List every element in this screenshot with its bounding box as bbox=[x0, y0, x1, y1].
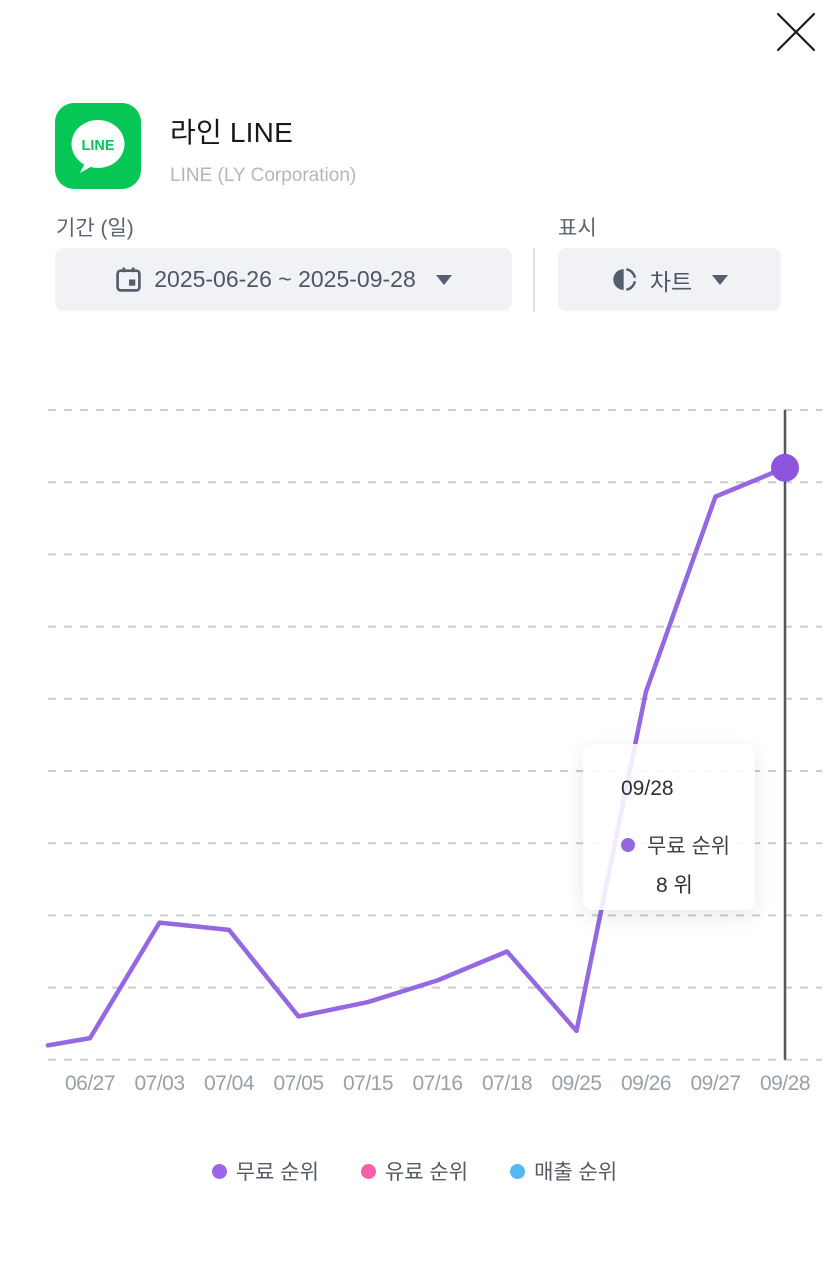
date-range-value: 2025-06-26 ~ 2025-09-28 bbox=[154, 266, 416, 292]
app-title: 라인 LINE bbox=[170, 117, 293, 148]
active-point[interactable] bbox=[771, 453, 799, 482]
x-axis-label: 09/27 bbox=[690, 1072, 741, 1095]
app-publisher: LINE (LY Corporation) bbox=[170, 165, 357, 186]
x-axis-label: 07/03 bbox=[134, 1072, 185, 1095]
legend-item-free-rank[interactable]: 무료 순위 bbox=[211, 1156, 319, 1186]
tooltip-value: 8 위 bbox=[656, 874, 693, 897]
legend-label: 유료 순위 bbox=[384, 1161, 469, 1184]
close-button[interactable] bbox=[768, 4, 824, 60]
display-mode-value: 차트 bbox=[649, 268, 693, 295]
tooltip-date: 09/28 bbox=[621, 777, 674, 800]
x-axis-label: 07/04 bbox=[203, 1072, 255, 1095]
display-mode-selector[interactable]: 차트 bbox=[558, 248, 781, 311]
period-label: 기간 (일) bbox=[56, 217, 134, 240]
x-axis-label: 07/18 bbox=[481, 1072, 533, 1095]
x-axis-label: 06/27 bbox=[64, 1072, 116, 1095]
filter-divider bbox=[533, 248, 535, 312]
x-axis-label: 09/28 bbox=[759, 1072, 811, 1095]
chevron-down-icon bbox=[712, 274, 729, 285]
x-axis-label: 07/05 bbox=[273, 1072, 324, 1095]
legend-label: 매출 순위 bbox=[534, 1161, 618, 1184]
x-axis-label: 07/15 bbox=[342, 1072, 394, 1095]
line-icon-text: LINE bbox=[81, 138, 114, 154]
rank-line-free bbox=[45, 465, 788, 1048]
pie-chart-icon bbox=[613, 268, 636, 291]
chart-legend: 무료 순위 유료 순위 매출 순위 bbox=[0, 1156, 829, 1186]
chevron-down-icon bbox=[435, 274, 452, 285]
date-range-selector[interactable]: 2025-06-26 ~ 2025-09-28 bbox=[55, 248, 512, 311]
series-dot-icon bbox=[621, 838, 635, 852]
tooltip-series-name: 무료 순위 bbox=[647, 835, 731, 858]
x-axis-label: 09/25 bbox=[551, 1072, 602, 1095]
calendar-icon bbox=[116, 267, 141, 292]
close-icon bbox=[776, 12, 816, 52]
chart-tooltip: 09/28 무료 순위 8 위 bbox=[583, 744, 755, 910]
legend-item-sales-rank[interactable]: 매출 순위 bbox=[510, 1156, 617, 1186]
line-app-icon: LINE bbox=[55, 103, 141, 189]
app-header: LINE 라인 LINE LINE (LY Corporation) bbox=[55, 103, 356, 189]
legend-item-paid-rank[interactable]: 유료 순위 bbox=[360, 1156, 469, 1186]
legend-dot-icon bbox=[360, 1163, 376, 1179]
display-label: 표시 bbox=[558, 217, 597, 240]
x-axis-label: 07/16 bbox=[412, 1072, 463, 1095]
legend-label: 무료 순위 bbox=[235, 1161, 319, 1184]
x-axis-label: 09/26 bbox=[620, 1072, 672, 1095]
legend-dot-icon bbox=[510, 1163, 526, 1179]
legend-dot-icon bbox=[211, 1163, 227, 1179]
